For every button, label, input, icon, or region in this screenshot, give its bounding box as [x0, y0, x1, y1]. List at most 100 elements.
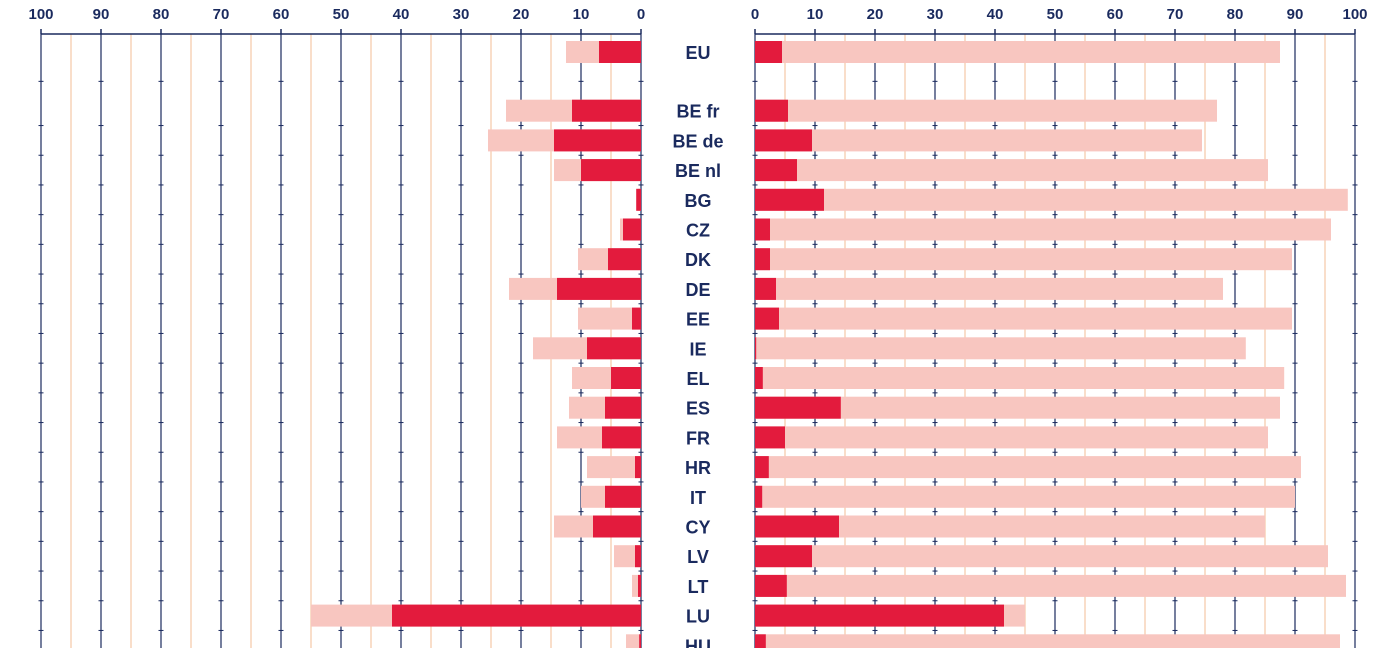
left-tick-label: 30 — [453, 6, 470, 23]
category-label: BE de — [672, 131, 723, 151]
left-bar-dark — [636, 188, 641, 211]
category-label: BG — [685, 191, 712, 211]
left-bar-light — [626, 634, 641, 648]
right-bar-dark — [755, 485, 763, 508]
right-bar-light — [755, 545, 1328, 568]
left-bar-light — [578, 307, 641, 330]
category-label: CY — [685, 518, 710, 538]
left-tick-label: 70 — [213, 6, 230, 23]
right-bar-light — [755, 159, 1268, 182]
right-bar-dark — [755, 218, 770, 241]
right-tick-label: 50 — [1047, 6, 1064, 23]
left-bar-dark — [599, 41, 641, 63]
right-bar-light — [755, 99, 1217, 122]
right-bar-dark — [755, 367, 763, 389]
right-tick-label: 80 — [1227, 6, 1244, 23]
right-bar-light — [755, 485, 1295, 508]
right-bar-dark — [755, 604, 1004, 627]
right-bar-dark — [755, 188, 824, 211]
right-tick-label: 100 — [1342, 6, 1367, 23]
right-bar-light — [755, 41, 1280, 63]
right-bar-light — [755, 515, 1265, 538]
right-bar-dark — [755, 574, 787, 597]
right-bar-light — [755, 337, 1246, 360]
left-tick-label: 100 — [28, 6, 53, 23]
right-bar-dark — [755, 129, 812, 152]
category-label: EU — [685, 43, 710, 63]
left-bar-dark — [635, 456, 641, 479]
category-label: HR — [685, 458, 711, 478]
left-tick-label: 90 — [93, 6, 110, 23]
category-label: LT — [688, 577, 709, 597]
right-tick-label: 90 — [1287, 6, 1304, 23]
right-tick-label: 60 — [1107, 6, 1124, 23]
right-bar-dark — [755, 159, 797, 182]
left-bar-light — [614, 545, 641, 568]
right-tick-label: 40 — [987, 6, 1004, 23]
left-bar-dark — [554, 129, 641, 152]
left-tick-label: 50 — [333, 6, 350, 23]
category-label: CZ — [686, 221, 710, 241]
right-tick-label: 30 — [927, 6, 944, 23]
left-bar-dark — [632, 307, 641, 330]
right-bar-light — [755, 188, 1348, 211]
left-bar-dark — [602, 426, 641, 449]
category-label: EE — [686, 310, 710, 330]
right-bar-dark — [755, 307, 779, 330]
category-label: FR — [686, 428, 710, 448]
right-bar-light — [755, 218, 1331, 241]
category-label: ES — [686, 399, 710, 419]
right-bar-dark — [755, 248, 770, 271]
right-bar-light — [755, 129, 1202, 152]
tick-labels: 100 90 80 70 60 50 40 30 20 10 0 0 10 20 30 40 50 60 70 80 9… — [28, 6, 1367, 23]
left-bar-dark — [638, 574, 641, 597]
left-bar-dark — [605, 485, 641, 508]
category-label: EL — [686, 369, 709, 389]
left-bar-dark — [608, 248, 641, 271]
right-bar-dark — [755, 426, 785, 449]
left-tick-label: 20 — [513, 6, 530, 23]
right-bar-dark — [755, 634, 766, 648]
right-bar-light — [755, 248, 1292, 271]
category-label: DK — [685, 250, 711, 270]
left-bar-dark — [587, 337, 641, 360]
right-tick-label: 0 — [751, 6, 759, 23]
left-bar-dark — [581, 159, 641, 182]
left-bar-light — [632, 574, 641, 597]
category-labels: EU BE fr BE de BE nl BG CZ DK DE EE IE EL ES FR HR IT C… — [672, 43, 723, 648]
category-label: BE nl — [675, 161, 721, 181]
bars — [311, 41, 1348, 648]
category-label: IT — [690, 488, 706, 508]
category-label: LV — [687, 547, 709, 567]
right-bar-dark — [755, 515, 839, 538]
right-bar-light — [755, 367, 1285, 389]
right-bar-light — [755, 277, 1223, 300]
right-bar-dark — [755, 41, 782, 63]
left-tick-label: 60 — [273, 6, 290, 23]
left-tick-label: 10 — [573, 6, 590, 23]
right-tick-label: 20 — [867, 6, 884, 23]
left-tick-label: 0 — [637, 6, 645, 23]
left-bar-dark — [572, 99, 641, 122]
right-tick-label: 10 — [807, 6, 824, 23]
category-label: LU — [686, 607, 710, 627]
left-tick-label: 80 — [153, 6, 170, 23]
right-bar-dark — [755, 545, 812, 568]
left-bar-dark — [593, 515, 641, 538]
left-bar-dark — [392, 604, 641, 627]
right-bar-light — [755, 307, 1292, 330]
left-bar-light — [587, 456, 641, 479]
category-label: IE — [689, 339, 706, 359]
category-label: HU — [685, 636, 711, 648]
category-label: BE fr — [676, 102, 719, 122]
right-bar-light — [755, 634, 1340, 648]
left-bar-dark — [623, 218, 641, 241]
right-tick-label: 70 — [1167, 6, 1184, 23]
right-bar-light — [755, 426, 1268, 449]
right-bar-dark — [755, 99, 788, 122]
left-bar-dark — [557, 277, 641, 300]
left-bar-dark — [611, 367, 641, 389]
right-bar-dark — [755, 396, 841, 419]
left-bar-dark — [635, 545, 641, 568]
